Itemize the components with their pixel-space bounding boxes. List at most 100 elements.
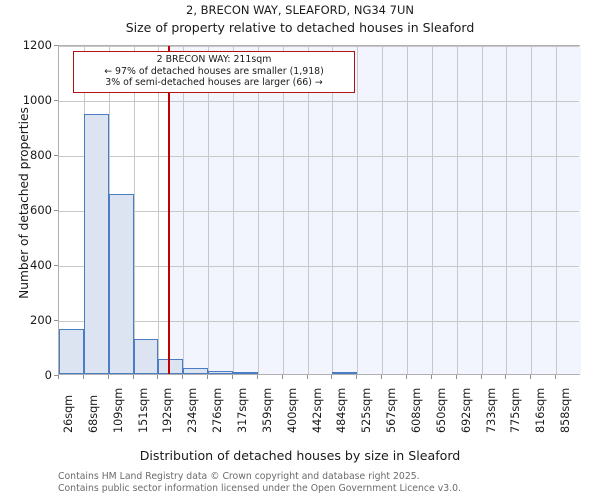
x-axis-tick-label: 733sqm: [484, 387, 498, 433]
histogram-bar: [133, 338, 159, 374]
property-marker-line: [168, 46, 171, 374]
x-axis-tick-mark: [157, 375, 159, 379]
annotation-line3: 3% of semi-detached houses are larger (6…: [105, 77, 323, 88]
x-axis-title: Distribution of detached houses by size …: [139, 448, 461, 463]
gridline-vertical: [282, 46, 284, 374]
x-axis-tick-label: 400sqm: [285, 387, 299, 433]
histogram-bar: [233, 372, 258, 374]
x-axis-tick-label: 692sqm: [459, 387, 473, 433]
x-axis-tick-label: 442sqm: [310, 387, 324, 433]
y-axis-tick-label: 0: [44, 368, 52, 382]
y-axis-tick-mark: [54, 155, 58, 156]
gridline-vertical: [332, 46, 334, 374]
x-axis-tick-label: 484sqm: [335, 387, 349, 433]
footer-line-1: Contains HM Land Registry data © Crown c…: [58, 471, 420, 482]
shaded-larger-region: [168, 46, 581, 374]
x-axis-tick-mark: [82, 375, 84, 379]
y-axis-tick-label: 800: [30, 148, 52, 162]
gridline-vertical: [382, 46, 384, 374]
x-axis-tick-mark: [555, 375, 557, 379]
gridline-vertical: [307, 46, 309, 374]
gridline-vertical: [556, 46, 558, 374]
x-axis-tick-mark: [430, 375, 432, 379]
x-axis-tick-mark: [331, 375, 333, 379]
x-axis-tick-mark: [381, 375, 383, 379]
gridline-vertical: [506, 46, 508, 374]
footer-attribution: Contains HM Land Registry data © Crown c…: [58, 471, 461, 494]
gridline-vertical: [456, 46, 458, 374]
x-axis-tick-mark: [256, 375, 258, 379]
gridline-horizontal: [59, 321, 579, 322]
x-axis-tick-mark: [281, 375, 283, 379]
gridline-vertical: [233, 46, 234, 374]
histogram-bar: [59, 329, 84, 374]
x-axis-tick-label: 858sqm: [559, 387, 573, 433]
plot-area: 2 BRECON WAY: 211sqm ← 97% of detached ho…: [58, 45, 581, 375]
y-axis-tick-mark: [54, 210, 58, 211]
annotation-line2: ← 97% of detached houses are smaller (1,…: [104, 65, 324, 77]
y-axis-tick-label: 1000: [22, 93, 52, 107]
x-axis-tick-label: 109sqm: [111, 387, 125, 433]
gridline-vertical: [531, 46, 533, 374]
x-axis-tick-label: 151sqm: [136, 387, 150, 433]
gridline-vertical: [183, 46, 185, 374]
gridline-vertical: [158, 46, 160, 374]
gridline-vertical: [407, 46, 408, 374]
y-axis-tick-mark: [54, 265, 58, 266]
x-axis-tick-mark: [480, 375, 482, 379]
y-axis-tick-label: 600: [30, 203, 52, 217]
x-axis-tick-label: 608sqm: [410, 387, 423, 433]
x-axis-tick-mark: [406, 375, 407, 379]
title-block: 2, BRECON WAY, SLEAFORD, NG34 7UN Size o…: [0, 2, 600, 37]
gridline-horizontal: [59, 46, 579, 47]
x-axis-tick-label: 26sqm: [62, 394, 75, 433]
gridline-vertical: [133, 46, 135, 374]
annotation-line1: 2 BRECON WAY: 211sqm: [156, 54, 272, 65]
y-axis-tick-label: 200: [30, 313, 52, 327]
x-axis-tick-label: 192sqm: [161, 387, 175, 433]
x-axis-tick-mark: [58, 375, 59, 379]
y-axis-tick-label: 1200: [22, 38, 52, 52]
histogram-bar: [158, 358, 184, 374]
property-annotation-callout: 2 BRECON WAY: 211sqm ← 97% of detached ho…: [73, 51, 355, 93]
y-axis-tick-mark: [54, 45, 58, 46]
y-axis-tick-mark: [54, 375, 58, 376]
histogram-bar: [332, 371, 358, 374]
y-axis-tick-mark: [54, 100, 58, 101]
x-axis-tick-label: 775sqm: [509, 387, 523, 433]
x-axis-tick-label: 525sqm: [360, 387, 374, 433]
gridline-vertical: [257, 46, 259, 374]
x-axis-tick-mark: [356, 375, 358, 379]
gridline-vertical: [481, 46, 483, 374]
x-axis-tick-label: 234sqm: [186, 387, 200, 433]
x-axis-tick-label: 650sqm: [434, 387, 448, 433]
gridline-horizontal: [59, 266, 579, 267]
x-axis-tick-label: 359sqm: [260, 387, 274, 433]
x-axis-tick-mark: [107, 375, 109, 379]
x-axis-tick-label: 276sqm: [211, 387, 225, 433]
x-axis-tick-label: 68sqm: [86, 394, 100, 433]
x-axis-tick-mark: [132, 375, 134, 379]
x-axis-tick-mark: [182, 375, 184, 379]
gridline-vertical: [357, 46, 359, 374]
histogram-bar: [83, 113, 109, 374]
gridline-vertical: [208, 46, 210, 374]
x-axis-tick-mark: [455, 375, 457, 379]
page-title: 2, BRECON WAY, SLEAFORD, NG34 7UN: [186, 3, 414, 17]
page-subtitle: Size of property relative to detached ho…: [125, 20, 475, 35]
gridline-vertical: [431, 46, 433, 374]
histogram-bar: [108, 194, 134, 374]
x-axis-tick-mark: [530, 375, 532, 379]
histogram-bar: [183, 367, 209, 374]
x-axis-tick-label: 816sqm: [534, 387, 548, 433]
x-axis-tick-label: 567sqm: [385, 387, 399, 433]
gridline-horizontal: [59, 101, 579, 102]
histogram-bar: [208, 371, 233, 374]
x-axis-tick-label: 317sqm: [236, 387, 249, 433]
y-axis-tick-mark: [54, 320, 58, 321]
y-axis-tick-label: 400: [30, 258, 52, 272]
x-axis-tick-mark: [232, 375, 233, 379]
